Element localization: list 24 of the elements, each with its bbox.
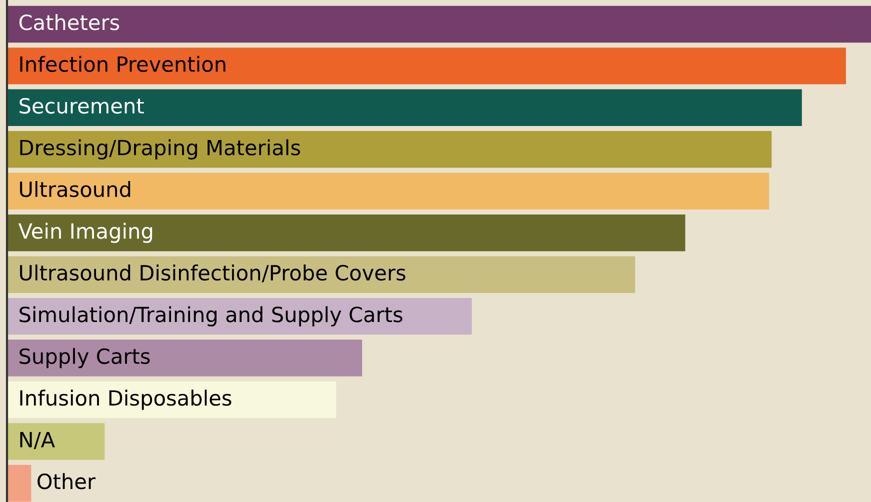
bar bbox=[7, 172, 770, 210]
bar bbox=[7, 256, 636, 293]
bar bbox=[7, 48, 846, 84]
bar bbox=[7, 340, 362, 376]
bar bbox=[7, 464, 32, 502]
y-tick-label: Dressing/Draping Materials bbox=[20, 139, 300, 160]
bar bbox=[7, 6, 871, 43]
y-tick-label: Simulation/Training and Supply Carts bbox=[20, 306, 402, 326]
y-tick-label: Supply Carts bbox=[20, 348, 150, 368]
y-tick-label: Securement bbox=[20, 98, 144, 114]
y-tick-label: Infection Prevention bbox=[20, 56, 226, 72]
y-tick-label: Ultrasound bbox=[20, 181, 130, 198]
bar bbox=[7, 423, 105, 460]
y-tick-label: Vein Imaging bbox=[18, 222, 152, 243]
y-tick-label: N/A bbox=[20, 432, 55, 450]
bar bbox=[7, 131, 772, 168]
y-tick-label: Catheters bbox=[19, 14, 120, 30]
bar bbox=[7, 298, 472, 335]
y-tick-label: Other bbox=[38, 473, 96, 490]
bar bbox=[7, 381, 336, 418]
y-tick-label: Ultrasound Disinfection/Probe Covers bbox=[20, 264, 406, 282]
y-tick-label: Infusion Disposables bbox=[20, 390, 232, 410]
bar bbox=[7, 89, 802, 126]
bar bbox=[7, 214, 686, 252]
